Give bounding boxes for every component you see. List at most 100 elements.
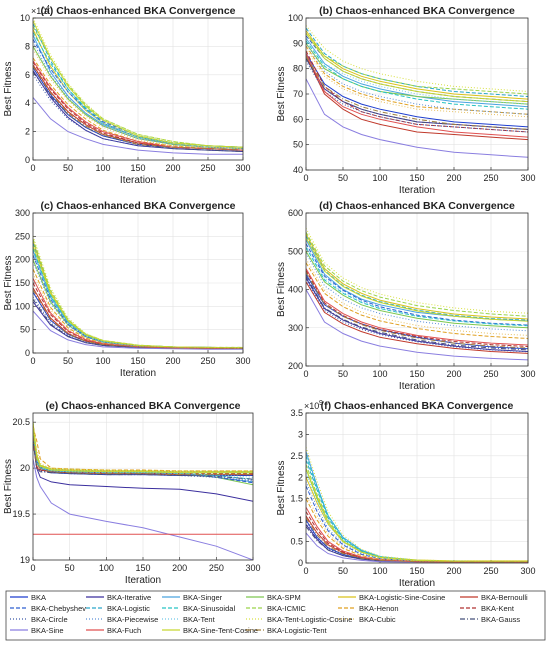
x-tick-label: 0 xyxy=(30,163,35,173)
series-line-bka-sine-tent-cosine xyxy=(306,32,528,103)
x-tick-label: 250 xyxy=(483,369,498,379)
legend-label: BKA-Logistic-Sine-Cosine xyxy=(359,593,445,602)
chart-panel-4: 0 50 100 150 200 250 300 200 300 400 500 600 (d) Cha… xyxy=(276,200,536,392)
series-line-bka-bernoulli xyxy=(306,281,528,354)
y-tick-label: 2.5 xyxy=(290,451,303,461)
y-tick-label: 3 xyxy=(298,429,303,439)
series-line-bka-fuch xyxy=(306,53,528,138)
x-tick-label: 300 xyxy=(520,566,535,576)
series-line-bka-logistic-tent xyxy=(33,66,243,151)
series-line-bka-gauss xyxy=(306,275,528,351)
x-tick-label: 250 xyxy=(209,563,224,573)
x-tick-label: 300 xyxy=(520,369,535,379)
x-tick-label: 0 xyxy=(303,173,308,183)
chart-title: (b) Chaos-enhanced BKA Convergence xyxy=(319,5,515,17)
series-line-bka-fuch xyxy=(306,268,528,346)
y-exponent-label: ×10 xyxy=(31,6,46,16)
legend-label: BKA-Bernoulli xyxy=(481,593,528,602)
chart-title: (c) Chaos-enhanced BKA Convergence xyxy=(40,200,235,212)
series-group xyxy=(33,422,253,560)
y-tick-label: 200 xyxy=(288,361,303,371)
chart-title: (a) Chaos-enhanced BKA Convergence xyxy=(40,5,235,17)
series-line-bka-circle xyxy=(33,74,243,152)
y-tick-label: 6 xyxy=(25,70,30,80)
legend-label: BKA-Fuch xyxy=(107,626,141,635)
y-tick-label: 150 xyxy=(15,278,30,288)
series-line-bka-tent xyxy=(306,245,528,326)
x-tick-label: 50 xyxy=(63,163,73,173)
legend-label: BKA-Kent xyxy=(481,604,515,613)
y-tick-label: 50 xyxy=(20,325,30,335)
chart-title: (f) Chaos-enhanced BKA Convergence xyxy=(321,400,514,412)
y-tick-label: 70 xyxy=(293,89,303,99)
x-axis-label: Iteration xyxy=(120,368,156,379)
series-line-bka-sine-tent-cosine xyxy=(33,245,243,349)
x-tick-label: 200 xyxy=(165,163,180,173)
series-line-bka-sine xyxy=(306,78,528,158)
x-tick-label: 100 xyxy=(99,563,114,573)
series-line-bka-gauss xyxy=(33,71,243,152)
series-line-bka-logistic-tent xyxy=(306,272,528,349)
series-line-bka-logistic-tent xyxy=(306,517,528,563)
legend-label: BKA-Tent-Logistic-Cosine xyxy=(267,615,352,624)
series-line-bka-sinusoidal xyxy=(306,247,528,327)
y-tick-label: 0 xyxy=(298,558,303,568)
legend-label: BKA-Sine-Tent-Cosine xyxy=(183,626,258,635)
chart-title: (e) Chaos-enhanced BKA Convergence xyxy=(45,400,240,412)
y-tick-label: 40 xyxy=(293,165,303,175)
series-group xyxy=(306,228,528,361)
x-axis-label: Iteration xyxy=(125,575,161,586)
x-tick-label: 150 xyxy=(135,563,150,573)
y-axis-label: Best Fitness xyxy=(276,66,287,121)
series-line-bka-logistic xyxy=(306,27,528,97)
series-line-bka-chebyshev xyxy=(306,485,528,563)
y-tick-label: 50 xyxy=(293,140,303,150)
axes-frame xyxy=(305,17,529,171)
series-line-bka-piecewise xyxy=(33,41,243,150)
y-tick-label: 90 xyxy=(293,38,303,48)
legend-label: BKA-Sinusoidal xyxy=(183,604,235,613)
y-tick-label: 0 xyxy=(25,155,30,165)
y-tick-label: 19 xyxy=(20,555,30,565)
series-line-bka-logistic xyxy=(306,235,528,321)
x-tick-label: 0 xyxy=(303,369,308,379)
x-tick-label: 200 xyxy=(446,566,461,576)
series-line-bka-sine-tent-cosine xyxy=(33,20,243,148)
x-tick-label: 200 xyxy=(165,356,180,366)
series-line-bka-sinusoidal xyxy=(306,40,528,110)
chart-title: (d) Chaos-enhanced BKA Convergence xyxy=(319,200,515,212)
y-tick-label: 100 xyxy=(15,301,30,311)
x-tick-label: 150 xyxy=(409,566,424,576)
series-group xyxy=(306,447,528,563)
series-line-bka-henon xyxy=(306,45,528,115)
series-line-bka-spm xyxy=(306,251,528,329)
y-exponent-power: 4 xyxy=(46,5,50,12)
legend-label: BKA-Iterative xyxy=(107,593,151,602)
legend-label: BKA-Piecewise xyxy=(107,615,158,624)
series-line-bka-piecewise xyxy=(33,261,243,349)
legend: BKA BKA-Iterative BKA-Singer BKA-SPM BKA-Log… xyxy=(5,590,546,641)
y-tick-label: 600 xyxy=(288,208,303,218)
series-line-bka-sine-tent-cosine xyxy=(306,468,528,562)
x-axis-label: Iteration xyxy=(120,175,156,186)
series-line-bka-circle xyxy=(306,279,528,353)
legend-label: BKA-Tent xyxy=(183,615,216,624)
x-tick-label: 300 xyxy=(520,173,535,183)
y-tick-label: 20.5 xyxy=(12,417,30,427)
series-line-bka-piecewise xyxy=(306,252,528,332)
series-line-bka-icmic xyxy=(33,26,243,148)
y-exponent-power: 9 xyxy=(319,400,323,407)
series-line-bka-logistic-sine-cosine xyxy=(306,233,528,320)
series-line-bka-tent-logistic-cosine xyxy=(306,25,528,92)
series-line-bka-gauss xyxy=(33,440,253,480)
y-tick-label: 1.5 xyxy=(290,494,303,504)
x-tick-label: 150 xyxy=(409,369,424,379)
x-tick-label: 300 xyxy=(235,163,250,173)
x-tick-label: 250 xyxy=(483,566,498,576)
legend-label: BKA-Sine xyxy=(31,626,64,635)
y-tick-label: 3.5 xyxy=(290,408,303,418)
series-line-bka-logistic-tent xyxy=(33,435,253,476)
x-tick-label: 200 xyxy=(446,369,461,379)
legend-label: BKA-Logistic-Tent xyxy=(267,626,328,635)
